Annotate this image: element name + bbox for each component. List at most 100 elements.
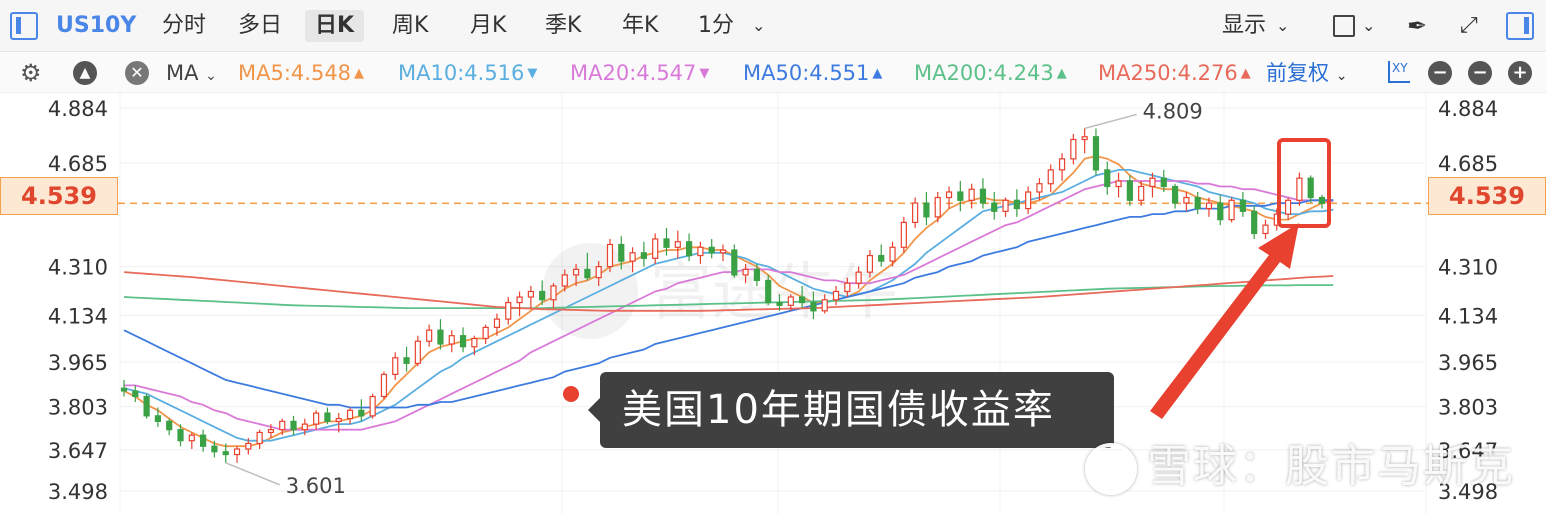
candle-body [516,296,523,304]
candle-body [211,445,218,453]
xueqiu-logo-icon [1085,443,1137,495]
candlestick-chart[interactable]: 富途牛牛 4.884 4.685 4.310 4.134 3.965 3.803 3.647… [0,93,1546,514]
display-chevron-icon[interactable]: ⌄ [1276,16,1290,35]
candle-body [1047,169,1054,185]
y-axis-left: 4.884 4.685 4.310 4.134 3.965 3.803 3.647 3.498 [48,97,108,504]
candle-body [844,282,851,293]
candle-body [719,249,727,254]
candle-body [1025,191,1032,210]
candle-body [821,299,828,312]
candle-body [595,266,602,279]
ma-item-250[interactable]: MA250:4.276 ▲ [1098,59,1251,87]
period-tab-daily[interactable]: 日K [305,10,365,42]
candle-body [200,434,207,447]
candle-body [1104,169,1111,188]
y-tick-left: 3.803 [48,396,108,420]
extreme-labels: 4.809 3.601 [225,99,1203,498]
brush-icon[interactable]: ✒ [1407,12,1428,40]
ma250-label: MA250:4.276 [1098,61,1238,85]
settings-gear-icon[interactable]: ⚙ [20,59,42,87]
period-tab-minute[interactable]: 1分 [698,13,734,38]
candle-body [539,290,546,301]
ma200-label: MA200:4.243 [914,61,1054,85]
candle-body [550,285,557,301]
zoom-out-icon[interactable]: − [1468,61,1492,85]
xy-axis-icon[interactable]: XY [1388,61,1410,83]
symbol-label[interactable]: US10Y [56,13,137,38]
collapse-up-icon[interactable]: ▲ [73,61,97,85]
svg-text:富途牛牛: 富途牛牛 [650,255,898,328]
period-more-chevron-icon[interactable]: ⌄ [752,16,766,35]
fullscreen-icon[interactable]: ⤢ [1460,13,1478,38]
period-tab-quarterly[interactable]: 季K [545,13,582,38]
candle-body [267,429,275,434]
toolbar: US10Y 分时 多日 日K 周K 月K 季K 年K 1分 ⌄ 显示 ⌄ ⌄ ✒… [0,0,1546,52]
ma-selector[interactable]: MA ⌄ [166,59,217,87]
candles [120,128,1326,463]
ma-line-ma250 [123,271,1334,312]
period-tab-monthly[interactable]: 月K [470,13,507,38]
ma20-label: MA20:4.547 [570,61,697,85]
candle-body [945,191,953,199]
candle-body [1126,180,1133,201]
candle-body [618,243,625,262]
ma20-trend-down-icon: ▼ [699,66,710,81]
checkbox-icon[interactable] [1333,15,1355,37]
zoom-out-small-icon[interactable]: − [1428,61,1452,85]
period-tab-intraday[interactable]: 分时 [162,13,207,38]
candle-body [640,252,647,259]
candle-body [753,268,761,282]
checkbox-chevron-icon[interactable]: ⌄ [1362,16,1376,35]
y-tick-left: 4.310 [48,256,108,280]
ma-item-200[interactable]: MA200:4.243 ▲ [914,59,1067,87]
display-menu[interactable]: 显示 [1222,13,1267,38]
low-leader-line [225,462,280,486]
period-tab-multiday[interactable]: 多日 [238,13,283,38]
period-tab-yearly[interactable]: 年K [622,13,659,38]
ma-bar: ⚙ ▲ ✕ MA ⌄ MA5:4.548 ▲ MA10:4.516 ▼ MA20:4… [0,53,1546,93]
candle-body [166,420,173,431]
candle-body [233,448,241,456]
candle-body [437,329,444,345]
panel-right-icon[interactable] [1506,12,1534,40]
ma-item-10[interactable]: MA10:4.516 ▼ [398,59,537,87]
candle-body [629,252,636,262]
candle-body [1138,185,1145,201]
candle-body [222,451,229,456]
close-ma-icon[interactable]: ✕ [125,61,149,85]
ma-selector-chevron-icon: ⌄ [205,68,217,84]
candle-body [787,296,794,306]
highlight-box [1277,138,1331,228]
xueqiu-watermark-text: 雪球：股市马斯克 [1147,441,1515,492]
candle-body [572,268,580,276]
high-leader-line [1084,113,1137,130]
candle-body [290,420,297,431]
candle-body [1228,199,1235,221]
ma50-label: MA50:4.551 [743,61,870,85]
adjust-selector[interactable]: 前复权 ⌄ [1266,59,1347,87]
candle-body [1205,202,1213,210]
candle-body [1217,202,1224,221]
candle-body [1149,177,1156,188]
candle-body [889,246,896,262]
candle-body [1239,199,1246,212]
candle-body [866,254,874,273]
y-tick-left: 3.965 [48,351,108,375]
candle-body [527,290,534,298]
y-tick-left: 4.134 [48,304,108,328]
candle-body [256,431,263,445]
panel-toggle-icon[interactable] [10,12,38,40]
period-tab-weekly[interactable]: 周K [392,13,429,38]
ma-item-5[interactable]: MA5:4.548 ▲ [238,59,364,87]
ma-line-ma10 [123,169,1334,442]
ma10-trend-down-icon: ▼ [527,66,538,81]
ma-item-20[interactable]: MA20:4.547 ▼ [570,59,709,87]
candle-body [663,238,670,248]
y-tick-left: 3.647 [48,439,108,463]
zoom-in-icon[interactable]: + [1508,61,1532,85]
annotation-tooltip: 美国10年期国债收益率 [588,372,1114,448]
candle-body [1183,196,1190,204]
candle-body [561,274,568,287]
ma250-trend-up-icon: ▲ [1240,66,1251,81]
ma-item-50[interactable]: MA50:4.551 ▲ [743,59,882,87]
